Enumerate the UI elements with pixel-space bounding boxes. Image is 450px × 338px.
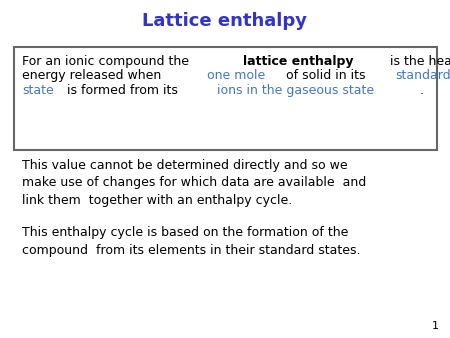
FancyBboxPatch shape — [14, 47, 436, 150]
Text: one mole: one mole — [207, 69, 266, 82]
Text: 1: 1 — [432, 321, 439, 331]
Text: Lattice enthalpy: Lattice enthalpy — [143, 12, 307, 30]
Text: This value cannot be determined directly and so we
make use of changes for which: This value cannot be determined directly… — [22, 159, 367, 207]
Text: For an ionic compound the: For an ionic compound the — [22, 55, 194, 68]
Text: lattice enthalpy: lattice enthalpy — [243, 55, 354, 68]
Text: state: state — [22, 84, 54, 97]
Text: is formed from its: is formed from its — [63, 84, 182, 97]
Text: ions in the gaseous state: ions in the gaseous state — [217, 84, 374, 97]
Text: energy released when: energy released when — [22, 69, 166, 82]
Text: .: . — [419, 84, 423, 97]
Text: is the heat: is the heat — [386, 55, 450, 68]
Text: of solid in its: of solid in its — [283, 69, 370, 82]
Text: This enthalpy cycle is based on the formation of the
compound  from its elements: This enthalpy cycle is based on the form… — [22, 226, 361, 257]
Text: standard: standard — [396, 69, 450, 82]
